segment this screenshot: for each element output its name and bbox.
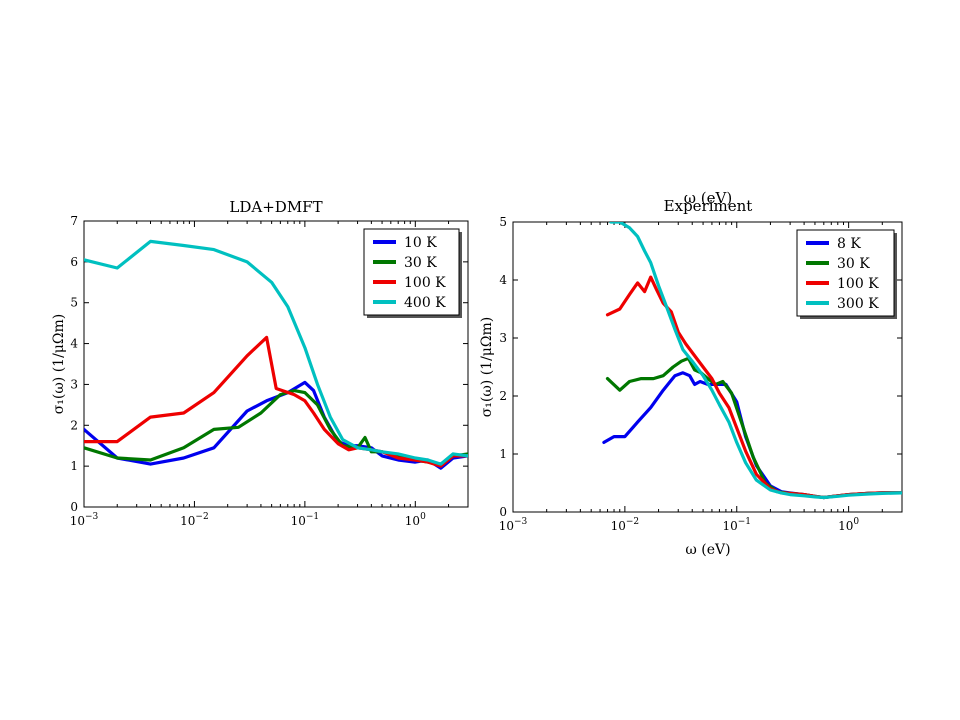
chart-experiment: ω (eV) Experiment 0 1 2 3 4 5 10−3 10−2 10−1 100 …: [479, 189, 903, 558]
x-tick-label: 100: [838, 517, 859, 533]
x-tick-label: 10−2: [180, 512, 209, 528]
legend-label: 30 K: [837, 256, 870, 272]
x-tick-label: 10−1: [722, 517, 751, 533]
chart-lda-dmft: LDA+DMFT 0 1 2 3 4 5 6 7 10−3 10−2 10−1 100 σ₁(ω) (…: [51, 198, 469, 528]
y-tick-label: 4: [499, 273, 507, 287]
y-axis-label: σ₁(ω) (1/μΩm): [479, 317, 495, 418]
x-axis-label: ω (eV): [685, 542, 730, 558]
x-tick-label: 10−3: [499, 517, 528, 533]
legend-label: 300 K: [837, 296, 879, 312]
y-tick-label: 2: [499, 389, 507, 403]
legend-label: 8 K: [837, 236, 861, 252]
y-tick-label: 5: [70, 296, 78, 310]
y-tick-label: 6: [70, 255, 78, 269]
y-tick-label: 1: [499, 447, 507, 461]
y-tick-label: 5: [499, 215, 507, 229]
ticks: 0 1 2 3 4 5 6 7 10−3 10−2 10−1 100: [70, 214, 469, 528]
legend-label: 400 K: [404, 295, 446, 311]
series-lines: [84, 239, 468, 470]
x-tick-label: 10−1: [291, 512, 320, 528]
x-tick-label: 100: [405, 512, 426, 528]
y-tick-label: 7: [70, 214, 78, 228]
y-tick-label: 2: [70, 418, 78, 432]
y-tick-label: 0: [70, 500, 78, 514]
y-tick-label: 1: [70, 459, 78, 473]
legend-label: 10 K: [404, 235, 437, 251]
legend-label: 30 K: [404, 255, 437, 271]
series-line-3: [84, 239, 468, 466]
x-tick-label: 10−2: [611, 517, 640, 533]
legend: 8 K 30 K 100 K 300 K: [796, 229, 897, 319]
ticks: 0 1 2 3 4 5 10−3 10−2 10−1 100: [499, 215, 903, 533]
overlay-text: ω (eV): [684, 189, 732, 207]
x-tick-label: 10−3: [70, 512, 99, 528]
y-axis-label: σ₁(ω) (1/μΩm): [51, 314, 67, 415]
chart-title: LDA+DMFT: [229, 198, 322, 216]
legend: 10 K 30 K 100 K 400 K: [363, 228, 462, 318]
y-tick-label: 4: [70, 337, 78, 351]
series-line-2: [84, 335, 468, 468]
legend-label: 100 K: [404, 275, 446, 291]
chart-title: Experiment: [664, 197, 753, 215]
series-lines: [602, 222, 902, 500]
y-tick-label: 0: [499, 505, 507, 519]
y-tick-label: 3: [70, 377, 78, 391]
legend-label: 100 K: [837, 276, 879, 292]
y-tick-label: 3: [499, 331, 507, 345]
series-line-3: [609, 222, 902, 500]
